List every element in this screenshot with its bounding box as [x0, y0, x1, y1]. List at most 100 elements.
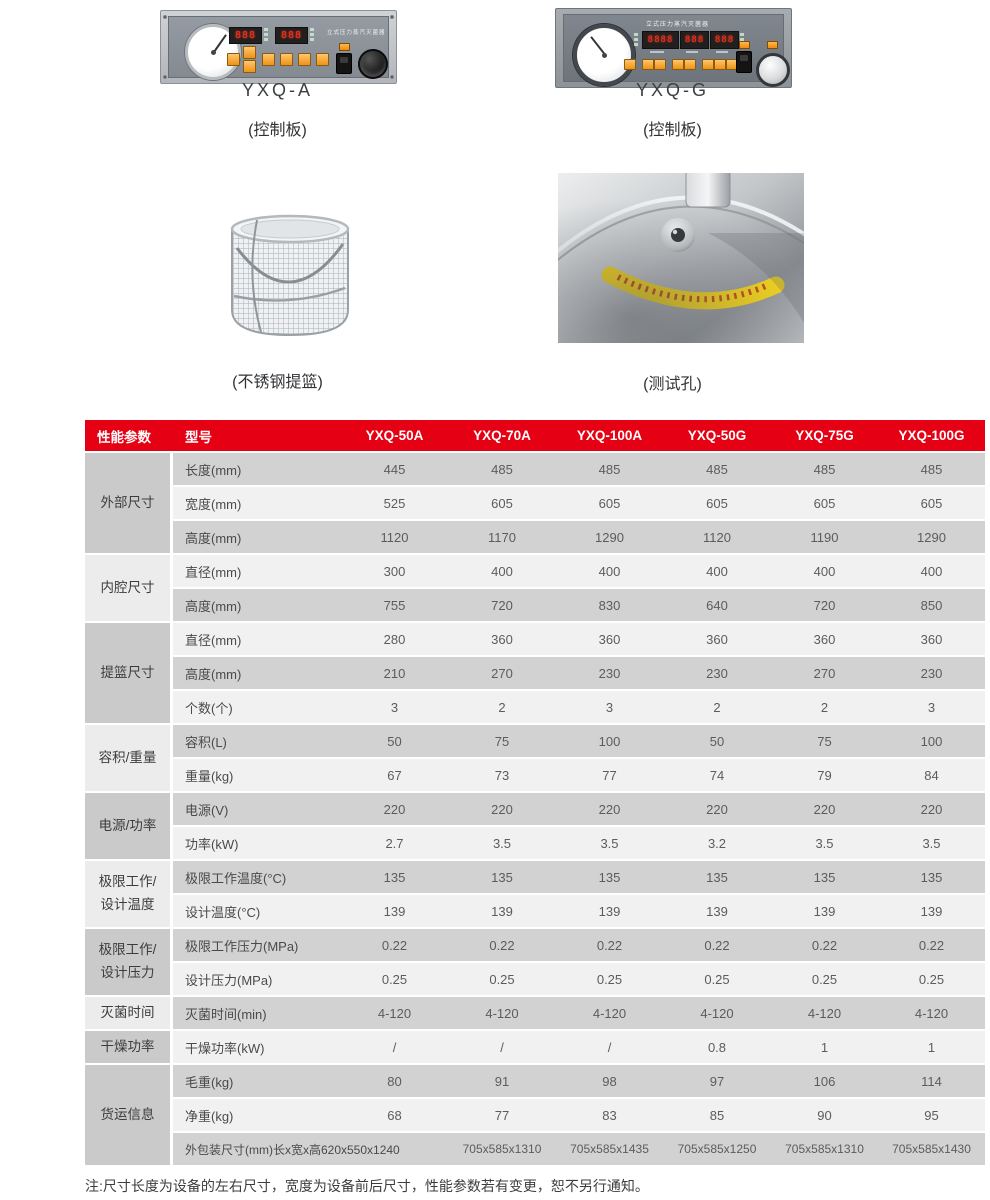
- test-hole-illustration: [558, 173, 804, 343]
- value-cell: 640: [663, 589, 771, 623]
- gauge-needle-icon: [590, 36, 606, 56]
- table-row: 货运信息 毛重(kg) 80 91 98 97 106 114: [85, 1065, 985, 1167]
- value-cell: 68: [341, 1099, 448, 1133]
- row-label: 重量(kg): [173, 759, 341, 793]
- value-cell: 605: [556, 487, 663, 521]
- value-cell: 3.2: [663, 827, 771, 861]
- value-cell: 2: [448, 691, 556, 725]
- led-display: 888: [680, 31, 709, 49]
- table-row: 重量(kg) 67 73 77 74 79 84: [85, 759, 985, 793]
- value-cell: 400: [556, 555, 663, 589]
- value-cell: 280: [341, 623, 448, 657]
- value-cell: 400: [771, 555, 878, 589]
- control-button: [280, 53, 293, 66]
- value-cell: 135: [448, 861, 556, 895]
- value-cell: 85: [663, 1099, 771, 1133]
- value-cell: 75: [771, 725, 878, 759]
- value-cell: /: [448, 1031, 556, 1065]
- table-row: 净重(kg) 68 77 83 85 90 95: [85, 1099, 985, 1133]
- row-label: 高度(mm): [173, 657, 341, 691]
- value-cell: 139: [878, 895, 985, 929]
- value-cell: 3: [878, 691, 985, 725]
- row-label: 高度(mm): [173, 589, 341, 623]
- indicator-lights-icon: [310, 28, 314, 41]
- panel-a-model-label: YXQ-A: [241, 80, 313, 100]
- table-header-cell: 型号: [173, 420, 341, 453]
- value-cell: 67: [341, 759, 448, 793]
- value-cell: /: [556, 1031, 663, 1065]
- table-row: 极限工作/ 设计压力 极限工作压力(MPa) 0.22 0.22 0.22 0.22 0.2…: [85, 929, 985, 997]
- value-cell: 77: [448, 1099, 556, 1133]
- value-cell: 1290: [878, 521, 985, 555]
- value-cell: 360: [771, 623, 878, 657]
- value-cell: 605: [878, 487, 985, 521]
- value-cell: 4-120: [448, 997, 556, 1031]
- value-cell: 80: [341, 1065, 448, 1099]
- value-cell: /: [341, 1031, 448, 1065]
- value-cell: 0.25: [878, 963, 985, 997]
- value-cell: 1290: [556, 521, 663, 555]
- value-cell: 270: [448, 657, 556, 691]
- timer-knob-icon: [358, 49, 388, 79]
- group-cell: 内腔尺寸: [85, 555, 173, 623]
- value-cell: 1120: [341, 521, 448, 555]
- value-cell: 75: [448, 725, 556, 759]
- value-cell: 1: [771, 1031, 878, 1065]
- value-cell: 220: [878, 793, 985, 827]
- table-row: 设计温度(°C) 139 139 139 139 139 139: [85, 895, 985, 929]
- value-cell: 1170: [448, 521, 556, 555]
- value-cell: 0.25: [771, 963, 878, 997]
- value-cell: 79: [771, 759, 878, 793]
- value-cell: 850: [878, 589, 985, 623]
- value-cell: 100: [878, 725, 985, 759]
- control-button: [262, 53, 275, 66]
- table-row: 内腔尺寸 直径(mm) 300 400 400 400 400 400: [85, 555, 985, 623]
- row-label: 设计压力(MPa): [173, 963, 341, 997]
- table-row: 宽度(mm) 525 605 605 605 605 605: [85, 487, 985, 521]
- table-row: 设计压力(MPa) 0.25 0.25 0.25 0.25 0.25 0.25: [85, 963, 985, 997]
- led-display: 888: [275, 27, 308, 44]
- test-hole-figure: [558, 173, 804, 343]
- value-cell: 139: [771, 895, 878, 929]
- model-column-header: YXQ-100G: [878, 420, 985, 453]
- value-cell: 210: [341, 657, 448, 691]
- value-cell: 90: [771, 1099, 878, 1133]
- value-cell: 2: [663, 691, 771, 725]
- table-header-cell: 性能参数: [85, 420, 173, 453]
- display-label: [716, 51, 728, 53]
- value-cell: 3.5: [878, 827, 985, 861]
- value-cell: 50: [663, 725, 771, 759]
- value-cell: 95: [878, 1099, 985, 1133]
- down-button: [654, 59, 666, 70]
- group-cell: 提篮尺寸: [85, 623, 173, 725]
- table-row: 极限工作/ 设计温度 极限工作温度(°C) 135 135 135 135 135 135: [85, 861, 985, 929]
- value-cell: 3.5: [771, 827, 878, 861]
- row-label: 高度(mm): [173, 521, 341, 555]
- value-cell: 98: [556, 1065, 663, 1099]
- value-cell: 525: [341, 487, 448, 521]
- value-cell: 400: [663, 555, 771, 589]
- group-cell: 极限工作/ 设计压力: [85, 929, 173, 997]
- heat-led-icon: [767, 41, 778, 49]
- value-cell: 705x585x1310: [448, 1133, 556, 1167]
- value-cell: 270: [771, 657, 878, 691]
- screw-icon: [390, 75, 394, 79]
- value-cell: 0.22: [556, 929, 663, 963]
- basket-caption: (不锈钢提篮): [232, 374, 323, 391]
- value-cell: 77: [556, 759, 663, 793]
- value-cell: 360: [556, 623, 663, 657]
- value-cell: 220: [341, 793, 448, 827]
- led-display: 888: [229, 27, 262, 44]
- control-button: [316, 53, 329, 66]
- value-cell: 139: [556, 895, 663, 929]
- value-cell: 705x585x1435: [556, 1133, 663, 1167]
- value-cell: 3.5: [556, 827, 663, 861]
- panel-g-model-label: YXQ-G: [635, 80, 709, 100]
- test-hole-caption: (测试孔): [643, 376, 702, 393]
- table-row: 灭菌时间 灭菌时间(min) 4-120 4-120 4-120 4-120 4-120 4-…: [85, 997, 985, 1031]
- down-button: [684, 59, 696, 70]
- panel-face: 立式压力蒸汽灭菌器 8888 888 888: [563, 14, 790, 87]
- value-cell: 605: [771, 487, 878, 521]
- row-label: 外包装尺寸(mm)长x宽x高620x550x1240: [173, 1133, 448, 1167]
- table-row: 个数(个) 3 2 3 2 2 3: [85, 691, 985, 725]
